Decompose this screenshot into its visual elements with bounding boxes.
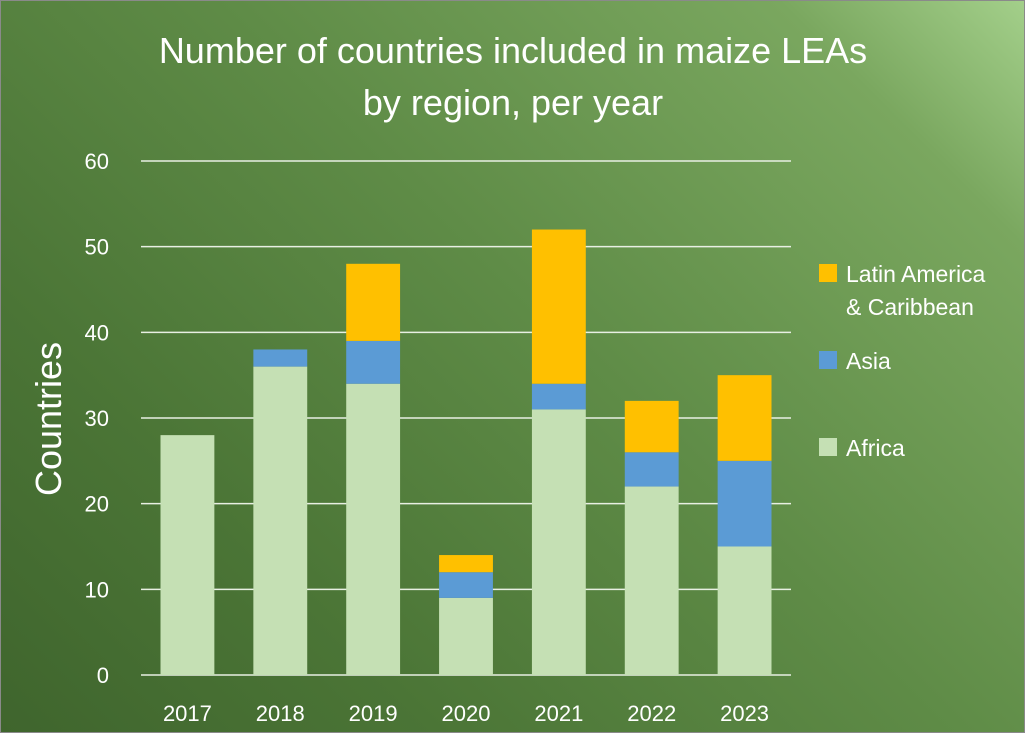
x-tick-label: 2021 (534, 701, 583, 726)
legend-swatch (819, 351, 837, 369)
legend-swatch (819, 438, 837, 456)
bar-africa-2019 (346, 383, 401, 675)
bar-latin-america-caribbean-2020 (439, 555, 493, 573)
y-tick-label: 20 (85, 492, 109, 517)
y-tick-labels: 0 10 20 30 40 50 60 (85, 149, 109, 688)
legend-label: Africa (846, 435, 905, 461)
x-tick-labels: 2017 2018 2019 2020 2021 2022 2023 (163, 701, 769, 726)
bar-latin-america-caribbean-2022 (624, 400, 679, 453)
y-axis-label: Countries (28, 342, 69, 496)
bar-asia-2021 (531, 383, 586, 410)
bar-africa-2021 (531, 409, 586, 675)
x-tick-label: 2022 (627, 701, 676, 726)
gridlines (141, 160, 791, 676)
bar-asia-2020 (439, 572, 493, 598)
x-tick-label: 2023 (720, 701, 769, 726)
legend-label: Latin America (846, 261, 986, 287)
bar-africa-2017 (160, 435, 215, 675)
bar-africa-2023 (717, 546, 772, 675)
bar-latin-america-caribbean-2019 (346, 263, 401, 341)
bar-asia-2023 (717, 460, 772, 547)
bars (160, 229, 772, 675)
bar-asia-2022 (624, 452, 679, 487)
x-tick-label: 2017 (163, 701, 212, 726)
y-tick-label: 60 (85, 149, 109, 174)
y-tick-label: 0 (97, 663, 109, 688)
y-tick-label: 10 (85, 577, 109, 602)
chart-title-line-2: by region, per year (363, 82, 663, 123)
bar-latin-america-caribbean-2023 (717, 375, 772, 461)
legend-label: Asia (846, 348, 891, 374)
legend: Latin America & Caribbean Asia Africa (819, 261, 986, 461)
chart-title: Number of countries included in maize LE… (159, 30, 867, 123)
y-tick-label: 50 (85, 235, 109, 260)
y-tick-label: 30 (85, 406, 109, 431)
x-tick-label: 2019 (349, 701, 398, 726)
legend-swatch (819, 264, 837, 282)
bar-africa-2018 (253, 366, 308, 675)
bar-asia-2018 (253, 349, 308, 367)
bar-asia-2019 (346, 340, 401, 384)
bar-africa-2022 (624, 486, 679, 675)
bar-latin-america-caribbean-2021 (531, 229, 586, 384)
x-tick-label: 2020 (442, 701, 491, 726)
bar-africa-2020 (439, 597, 493, 675)
chart-title-line-1: Number of countries included in maize LE… (159, 30, 867, 71)
x-tick-label: 2018 (256, 701, 305, 726)
legend-label: & Caribbean (846, 294, 974, 320)
y-tick-label: 40 (85, 320, 109, 345)
